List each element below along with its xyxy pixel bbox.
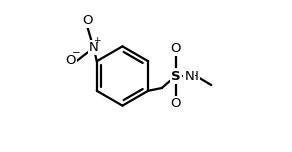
Text: +: + [93, 36, 101, 45]
Text: N: N [185, 69, 194, 83]
Text: O: O [171, 42, 181, 55]
Text: H: H [189, 69, 199, 83]
Text: −: − [72, 48, 81, 58]
Text: O: O [171, 97, 181, 110]
Text: N: N [89, 41, 98, 54]
Text: S: S [171, 69, 180, 83]
Text: O: O [82, 14, 93, 27]
Text: O: O [66, 54, 76, 67]
